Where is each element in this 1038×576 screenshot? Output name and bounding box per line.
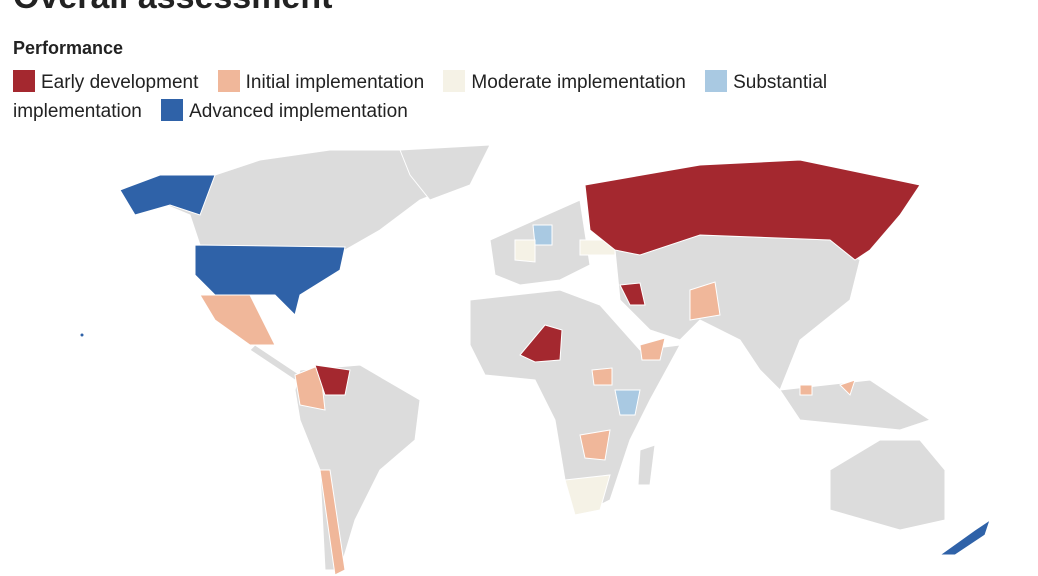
countries	[79, 159, 991, 576]
legend-label: Early development	[41, 72, 199, 93]
land	[128, 144, 946, 571]
legend-swatch	[13, 70, 35, 92]
legend-item: Early development	[13, 70, 199, 93]
legend-item: Initial implementation	[217, 70, 425, 93]
legend-item: Substantial implementation	[13, 70, 828, 122]
legend-swatch	[705, 70, 728, 92]
legend-title: Performance	[13, 38, 124, 58]
legend-swatch	[217, 70, 240, 92]
legend-label: Advanced implementation	[189, 101, 408, 122]
legend-label: Moderate implementation	[471, 72, 686, 93]
legend-label: Substantial implementation	[13, 72, 828, 122]
legend-swatch	[161, 99, 184, 121]
title: Overall assessment	[13, 0, 332, 17]
legend-label: Initial implementation	[245, 72, 425, 93]
legend-swatch	[443, 70, 466, 92]
legend-item: Moderate implementation	[443, 70, 686, 93]
legend: Early development Initial implementation…	[13, 68, 903, 126]
legend-item: Advanced implementation	[161, 99, 408, 122]
